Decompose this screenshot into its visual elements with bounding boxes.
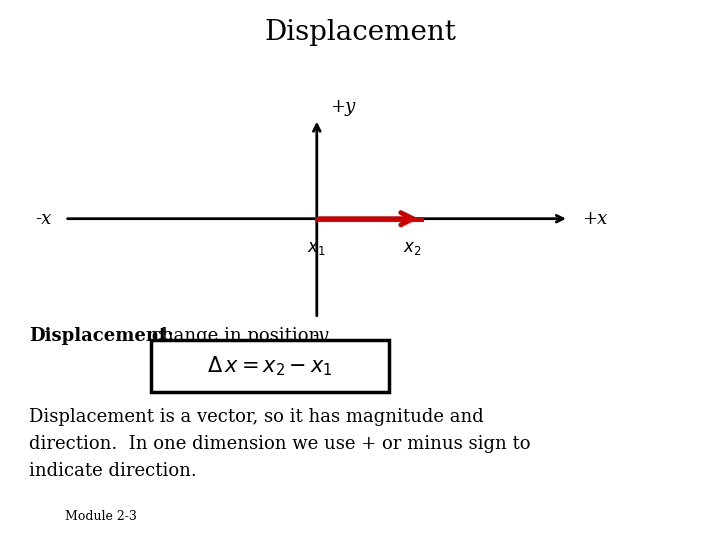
Text: $x_1$: $x_1$: [307, 240, 326, 257]
Text: $x_2$: $x_2$: [402, 240, 421, 257]
Text: -x: -x: [35, 210, 52, 228]
Text: -y: -y: [312, 327, 328, 345]
Text: $\Delta\, x = x_2 - x_1$: $\Delta\, x = x_2 - x_1$: [207, 354, 333, 377]
Text: Displacement: Displacement: [264, 19, 456, 46]
Bar: [151, 340, 389, 392]
Text: indicate direction.: indicate direction.: [29, 462, 197, 480]
Text: +y: +y: [330, 98, 355, 116]
Text: direction.  In one dimension we use + or minus sign to: direction. In one dimension we use + or …: [29, 435, 531, 453]
Text: Displacement is a vector, so it has magnitude and: Displacement is a vector, so it has magn…: [29, 408, 484, 426]
Text: +x: +x: [582, 210, 607, 228]
Text: Displacement:: Displacement:: [29, 327, 174, 345]
Text: change in position: change in position: [146, 327, 320, 345]
Text: Module 2-3: Module 2-3: [65, 510, 137, 523]
